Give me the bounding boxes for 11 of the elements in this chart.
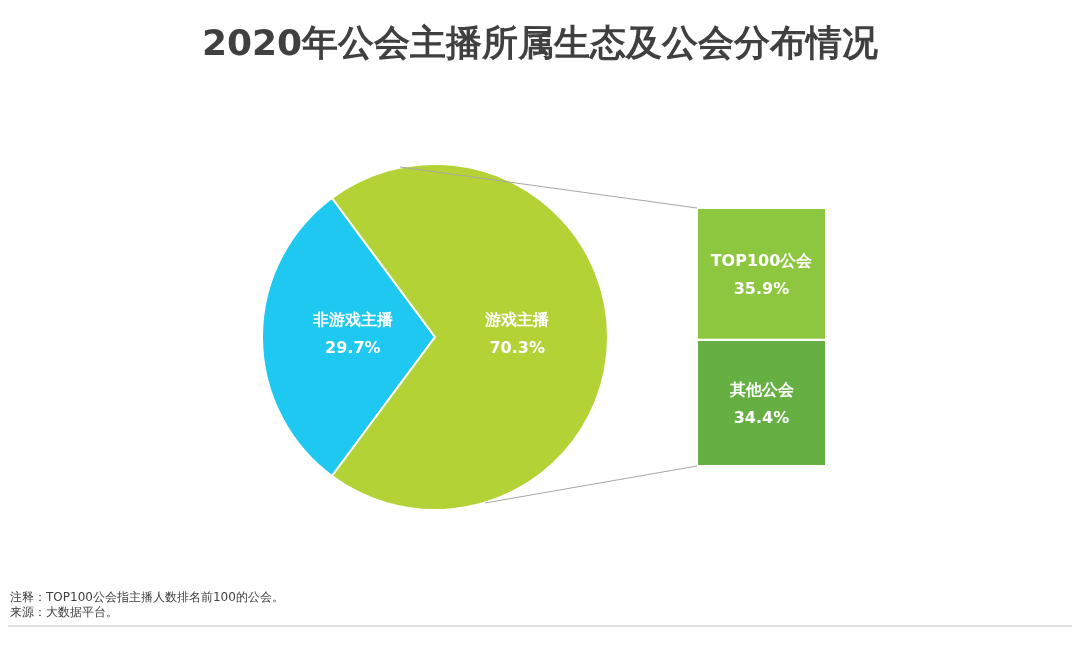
- text: 注释：TOP100公会指主播人数排名前100的公会。: [10, 590, 284, 604]
- series-label: 其他公会: [728, 379, 795, 399]
- source-note: 来源：大数据平台。: [10, 605, 118, 619]
- series-label: TOP100公会: [710, 250, 814, 270]
- data-label: 29.7%: [325, 338, 381, 357]
- data-label: 35.9%: [733, 278, 790, 298]
- chart-title: 2020年公会主播所属生态及公会分布情况: [201, 22, 879, 63]
- data-label: 34.4%: [733, 407, 790, 427]
- data-label: 70.3%: [489, 338, 545, 357]
- slice-label: 非游戏主播: [311, 310, 394, 329]
- slice-label: 游戏主播: [484, 310, 551, 329]
